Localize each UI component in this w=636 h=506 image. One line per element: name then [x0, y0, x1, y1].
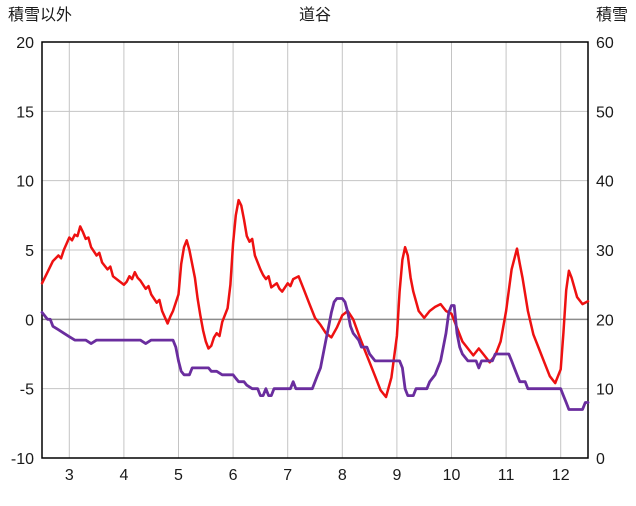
right-axis-tick-label: 0 — [596, 451, 605, 468]
x-axis-tick-label: 3 — [65, 467, 74, 484]
left-axis-tick-label: 15 — [16, 104, 34, 121]
x-axis-tick-label: 8 — [338, 467, 347, 484]
chart-plot-area: -10 -5 0 5 10 15 20 0 10 20 30 40 50 60 3 4 5 6 7 8 9 10 11 12 — [11, 35, 614, 484]
x-axis-tick-label: 11 — [498, 467, 515, 484]
right-axis-title: 積雪 — [596, 6, 628, 24]
left-axis-title: 積雪以外 — [8, 6, 72, 24]
left-axis-tick-label: 10 — [16, 174, 34, 191]
right-axis-tick-label: 60 — [596, 35, 614, 52]
x-axis-tick-label: 10 — [443, 467, 461, 484]
x-axis-tick-label: 5 — [174, 467, 183, 484]
right-axis-tick-label: 20 — [596, 312, 614, 329]
left-axis-tick-label: -5 — [20, 382, 34, 399]
x-axis-tick-label: 6 — [229, 467, 238, 484]
x-axis-tick-label: 9 — [392, 467, 401, 484]
chart-title: 道谷 — [299, 6, 331, 24]
plot-border — [41, 41, 589, 459]
left-axis-tick-label: 5 — [25, 243, 34, 260]
x-axis-tick-label: 7 — [283, 467, 292, 484]
right-axis-tick-label: 30 — [596, 243, 614, 260]
x-axis-tick-label: 12 — [552, 467, 570, 484]
x-axis-tick-label: 4 — [119, 467, 128, 484]
red-series-line — [40, 198, 590, 399]
right-axis-tick-label: 10 — [596, 382, 614, 399]
purple-series-line — [40, 297, 590, 411]
left-axis-tick-label: 0 — [25, 312, 34, 329]
right-axis-tick-label: 40 — [596, 174, 614, 191]
left-axis-tick-label: -10 — [11, 451, 34, 468]
right-axis-tick-label: 50 — [596, 104, 614, 121]
left-axis-tick-label: 20 — [16, 35, 34, 52]
